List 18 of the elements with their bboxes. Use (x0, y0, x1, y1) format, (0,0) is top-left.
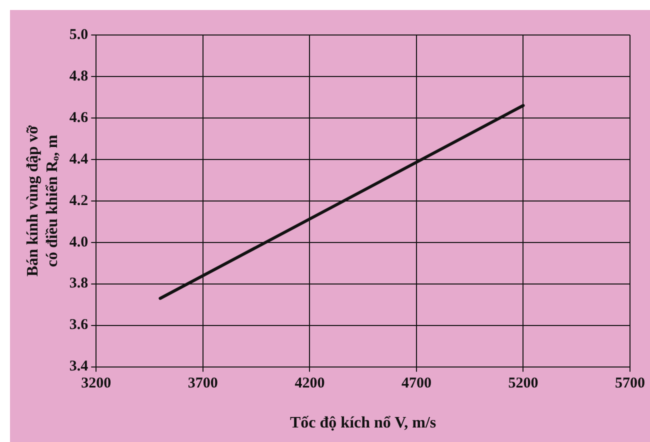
x-tick-label: 5200 (508, 376, 538, 392)
x-tick-label: 3700 (188, 376, 218, 392)
x-tick-label: 3200 (81, 376, 112, 392)
y-tick-label: 3.8 (69, 276, 88, 292)
text: Bán kính vùng đập vỡ (24, 125, 42, 276)
x-tick-label: 4700 (401, 376, 432, 392)
y-tick-label: 4.2 (69, 192, 88, 209)
y-tick-label: 4.6 (69, 110, 89, 126)
x-tick-label: 4200 (294, 376, 325, 392)
y-tick-label: 4.4 (69, 151, 89, 168)
y-tick-label: 5.0 (69, 26, 88, 43)
y-tick-label: 4.8 (69, 68, 88, 84)
x-tick-label: 5700 (615, 376, 645, 392)
text: có điều khiển Rₒ, m (44, 134, 61, 267)
x-axis-title: Tốc độ kích nổ V, m/s (290, 414, 436, 432)
y-tick-label: 4.0 (69, 234, 88, 250)
y-tick-label: 3.4 (69, 358, 89, 375)
y-tick-label: 3.6 (69, 317, 89, 334)
